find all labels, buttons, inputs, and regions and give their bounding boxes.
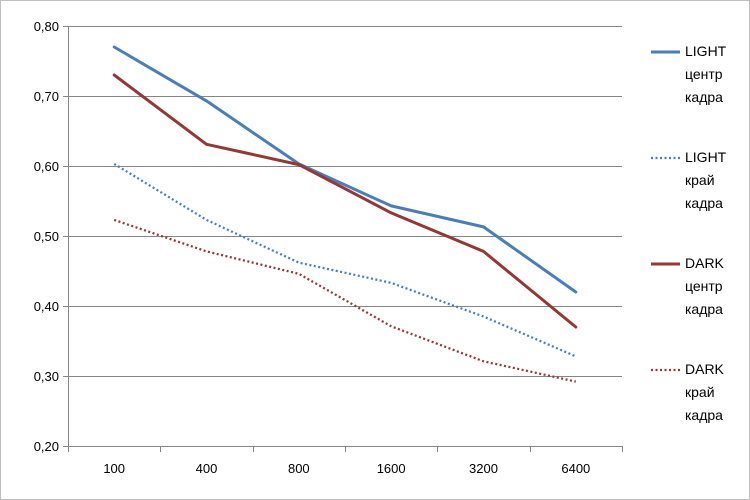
series-line-1	[112, 45, 578, 294]
y-tick-label: 0,70	[34, 89, 59, 104]
legend-label: кадра	[685, 89, 723, 105]
legend-label: центр	[685, 278, 723, 294]
series-line-3	[112, 73, 578, 329]
x-tick-label: 1600	[377, 461, 406, 476]
y-tick-label: 0,80	[34, 19, 59, 34]
legend-entry-4: DARK край кадра	[651, 361, 725, 423]
legend-label: кадра	[685, 407, 723, 423]
series-line-2	[113, 162, 577, 358]
y-tick-label: 0,20	[34, 439, 59, 454]
legend-label: край	[685, 384, 715, 400]
legend-label: край	[685, 172, 715, 188]
y-tick-label: 0,40	[34, 299, 59, 314]
series-line-4	[113, 218, 577, 383]
y-tick-label: 0,50	[34, 229, 59, 244]
x-tick-label: 6400	[561, 461, 590, 476]
legend-label: LIGHT	[685, 149, 727, 165]
x-tick-label: 400	[196, 461, 218, 476]
x-tick-label: 100	[103, 461, 125, 476]
legend: LIGHT центр кадра LIGHT край кадра DARK центр ка…	[651, 43, 727, 423]
x-tick-label: 800	[288, 461, 310, 476]
y-tick-label: 0,60	[34, 159, 59, 174]
series-lines	[112, 45, 578, 383]
gridlines	[68, 26, 622, 377]
legend-label: кадра	[685, 301, 723, 317]
x-tick-labels: 100 400 800 1600 3200 6400	[103, 461, 590, 476]
legend-entry-2: LIGHT край кадра	[651, 149, 727, 211]
x-tick-label: 3200	[469, 461, 498, 476]
legend-label: кадра	[685, 195, 723, 211]
legend-label: DARK	[685, 255, 725, 271]
legend-label: DARK	[685, 361, 725, 377]
y-tick-label: 0,30	[34, 369, 59, 384]
legend-entry-3: DARK центр кадра	[651, 255, 725, 317]
legend-label: центр	[685, 66, 723, 82]
legend-label: LIGHT	[685, 43, 727, 59]
legend-entry-1: LIGHT центр кадра	[651, 43, 727, 105]
axes	[63, 26, 623, 452]
y-tick-labels: 0,20 0,30 0,40 0,50 0,60 0,70 0,80	[34, 19, 59, 454]
